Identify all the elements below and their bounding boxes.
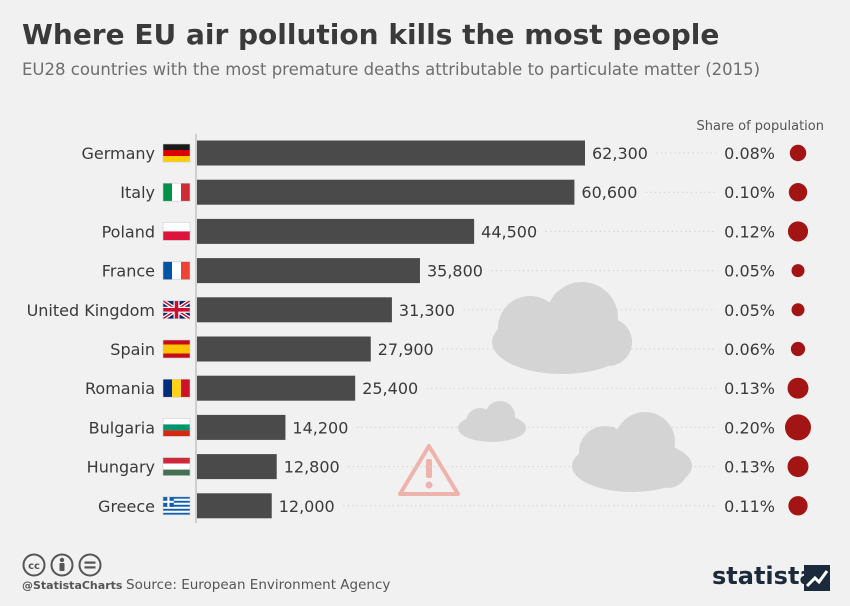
category-label: Spain	[110, 340, 155, 359]
creative-commons-icons: cc	[22, 553, 102, 577]
share-label: 0.20%	[724, 418, 775, 437]
bar	[197, 218, 475, 244]
value-label: 31,300	[399, 301, 455, 320]
category-label: Italy	[120, 183, 155, 202]
share-dot	[791, 303, 805, 317]
share-dot	[785, 414, 811, 441]
flag-icon	[162, 222, 191, 241]
cloud-icon	[458, 401, 526, 442]
share-dot	[788, 496, 808, 516]
footer-source: Source: European Environment Agency	[126, 577, 391, 593]
share-label: 0.08%	[724, 144, 775, 163]
cloud-icon	[492, 282, 632, 374]
share-label: 0.05%	[724, 262, 775, 281]
category-label: Greece	[98, 497, 155, 516]
bar	[197, 258, 420, 284]
share-dot	[787, 377, 809, 399]
flag-icon	[162, 261, 191, 280]
chart-row: Greece 12,000 0.11%	[98, 493, 808, 519]
bar	[197, 336, 371, 362]
bar-chart: Share of population Germany 62,300 0.08% It…	[27, 119, 825, 523]
svg-text:cc: cc	[28, 561, 40, 572]
decoration-clouds	[458, 282, 692, 492]
bar	[197, 179, 575, 205]
chart-row: Italy 60,600 0.10%	[120, 179, 808, 205]
value-label: 60,600	[581, 183, 637, 202]
value-label: 62,300	[592, 144, 648, 163]
gridlines	[343, 152, 716, 507]
value-label: 27,900	[378, 340, 434, 359]
category-label: Germany	[81, 144, 155, 163]
value-label: 44,500	[481, 222, 537, 241]
chart-row: United Kingdom 31,300 0.05%	[27, 297, 805, 323]
share-column-header: Share of population	[697, 119, 825, 134]
value-label: 12,800	[284, 458, 340, 477]
category-label: France	[102, 262, 155, 281]
logo-text: statista	[712, 562, 816, 590]
share-dot	[787, 456, 809, 478]
chart-row: Spain 27,900 0.06%	[110, 336, 806, 362]
category-label: United Kingdom	[27, 301, 155, 320]
statista-logo: statista	[712, 562, 830, 594]
chart-subtitle: EU28 countries with the most premature d…	[22, 60, 761, 79]
flag-icon	[162, 496, 191, 516]
bar	[197, 375, 356, 401]
share-label: 0.13%	[724, 458, 775, 477]
flag-icon	[162, 418, 191, 437]
chart-title: Where EU air pollution kills the most pe…	[22, 18, 720, 51]
share-dot	[791, 264, 805, 278]
share-label: 0.11%	[724, 497, 775, 516]
cc-icon: cc	[22, 553, 46, 577]
value-label: 35,800	[427, 262, 483, 281]
flag-icon	[162, 457, 191, 476]
chart-row: Hungary 12,800 0.13%	[87, 454, 809, 480]
share-dot	[790, 341, 806, 357]
flag-icon	[162, 378, 191, 398]
category-label: Hungary	[87, 458, 155, 477]
cloud-icon	[572, 412, 692, 492]
chart-row: France 35,800 0.05%	[102, 258, 805, 284]
share-label: 0.13%	[724, 379, 775, 398]
attribution-icon	[50, 553, 74, 577]
value-label: 12,000	[279, 497, 335, 516]
share-dot	[788, 183, 808, 202]
chart-row: Romania 25,400 0.13%	[85, 375, 809, 401]
warning-icon	[398, 444, 460, 496]
flag-icon	[162, 143, 191, 163]
bar	[197, 493, 272, 519]
category-label: Poland	[102, 222, 155, 241]
value-label: 14,200	[292, 418, 348, 437]
bar	[197, 297, 392, 323]
share-label: 0.12%	[724, 222, 775, 241]
no-derivatives-icon	[78, 553, 102, 577]
flag-icon	[162, 339, 191, 359]
flag-icon	[161, 299, 192, 321]
flag-icon	[162, 182, 191, 202]
share-label: 0.10%	[724, 183, 775, 202]
bar	[197, 414, 286, 440]
chart-rows: Germany 62,300 0.08% Italy 60,600 0.10% Poland…	[27, 140, 811, 519]
chart-row: Germany 62,300 0.08%	[81, 140, 807, 166]
share-dot	[789, 144, 807, 162]
category-label: Romania	[85, 379, 155, 398]
category-label: Bulgaria	[89, 418, 155, 437]
chart-row: Bulgaria 14,200 0.20%	[89, 414, 811, 441]
share-label: 0.06%	[724, 340, 775, 359]
chart-row: Poland 44,500 0.12%	[102, 218, 809, 244]
statista-logo-icon	[804, 565, 830, 591]
share-label: 0.05%	[724, 301, 775, 320]
value-label: 25,400	[362, 379, 418, 398]
footer-handle: @StatistaCharts	[22, 579, 123, 592]
share-dot	[787, 221, 809, 242]
bar	[197, 140, 585, 166]
bar	[197, 454, 277, 480]
